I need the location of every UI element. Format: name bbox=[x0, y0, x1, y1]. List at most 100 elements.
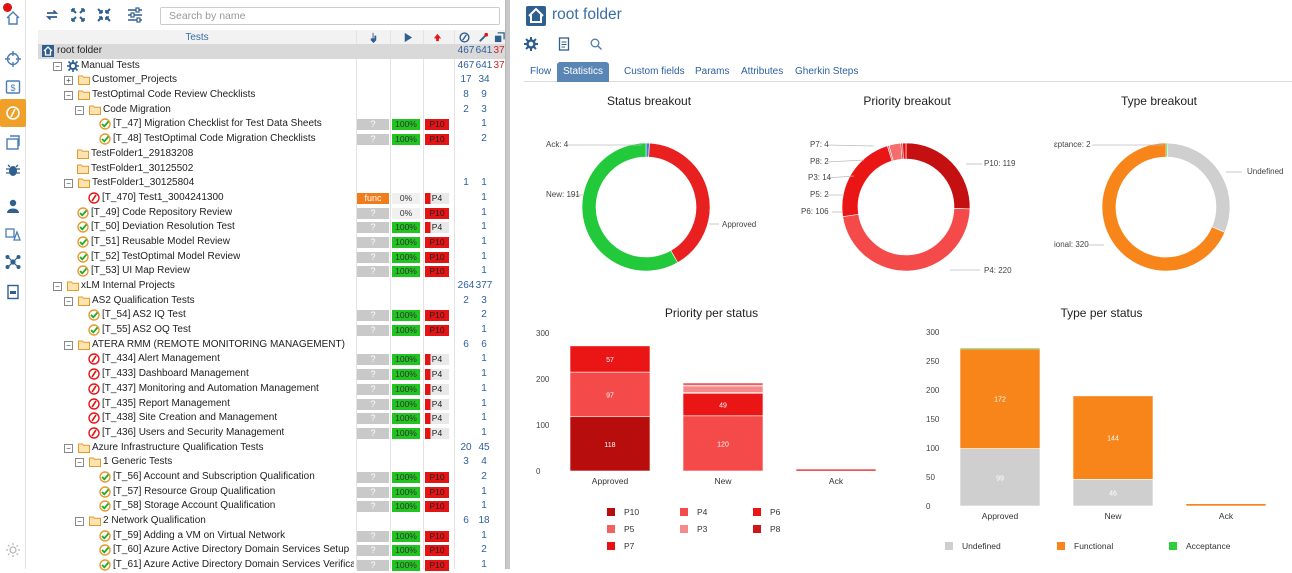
bar-segment-acceptance[interactable] bbox=[1072, 394, 1154, 397]
legend-swatch-p7[interactable] bbox=[607, 542, 615, 550]
tree-row[interactable]: [T_438] Site Creation and Management? 100… bbox=[38, 411, 505, 426]
tree-row[interactable]: [T_49] Code Repository Review? 0% P10 1 bbox=[38, 206, 505, 221]
legend-label[interactable]: Undefined bbox=[962, 541, 1001, 551]
tree-row[interactable]: − Code Migration 2 3 bbox=[38, 103, 505, 118]
steps-count-icon[interactable] bbox=[478, 32, 489, 43]
legend-label[interactable]: P10 bbox=[624, 507, 639, 517]
tests-count-icon[interactable] bbox=[459, 32, 470, 43]
tree-row[interactable]: root folder 467 641 37 bbox=[38, 44, 505, 59]
collapse-toggle[interactable]: − bbox=[64, 443, 73, 453]
tree-row[interactable]: [T_52] TestOptimal Model Review? 100% P10 1 bbox=[38, 250, 505, 265]
document-icon[interactable] bbox=[557, 37, 571, 51]
tree-row[interactable]: [T_437] Monitoring and Automation Manage… bbox=[38, 382, 505, 397]
legend-swatch-p10[interactable] bbox=[607, 508, 615, 516]
tree-row[interactable]: [T_435] Report Management? 100% P4 1 bbox=[38, 397, 505, 412]
tab-gherkin-steps[interactable]: Gherkin Steps bbox=[795, 66, 859, 77]
status-badge[interactable]: ? bbox=[357, 427, 389, 439]
runs-count-icon[interactable] bbox=[494, 32, 505, 43]
legend-swatch-p5[interactable] bbox=[607, 525, 615, 533]
tree-row[interactable]: [T_436] Users and Security Management? 10… bbox=[38, 426, 505, 441]
tree-row[interactable]: [T_56] Account and Subscription Qualific… bbox=[38, 470, 505, 485]
status-badge[interactable]: ? bbox=[357, 486, 389, 498]
legend-swatch-functional[interactable] bbox=[1057, 542, 1065, 550]
collapse-toggle[interactable]: − bbox=[75, 105, 84, 115]
tree-row[interactable]: [T_58] Storage Account Qualification? 100… bbox=[38, 499, 505, 514]
collapse-toggle[interactable]: − bbox=[64, 296, 73, 306]
collapse-toggle[interactable]: − bbox=[53, 282, 62, 291]
tree-row[interactable]: + Customer_Projects 17 34 bbox=[38, 73, 505, 88]
tree-row[interactable]: [T_47] Migration Checklist for Test Data… bbox=[38, 117, 505, 132]
tree-row[interactable]: TestFolder1_30125502 bbox=[38, 162, 505, 177]
pie-slice-undefined[interactable] bbox=[1167, 142, 1231, 233]
search-input[interactable] bbox=[160, 7, 500, 25]
bar-segment-functional[interactable] bbox=[1072, 395, 1154, 480]
status-badge[interactable]: ? bbox=[357, 134, 389, 146]
tree-row[interactable]: [T_434] Alert Management? 100% P4 1 bbox=[38, 352, 505, 367]
tree-row[interactable]: [T_53] UI Map Review? 100% P10 1 bbox=[38, 264, 505, 279]
legend-label[interactable]: P5 bbox=[624, 524, 635, 534]
tree-row[interactable]: [T_60] Azure Active Directory Domain Ser… bbox=[38, 543, 505, 558]
tab-custom-fields[interactable]: Custom fields bbox=[624, 66, 685, 77]
collapse-toggle[interactable]: − bbox=[64, 179, 73, 189]
status-badge[interactable]: ? bbox=[357, 251, 389, 263]
pie-slice-new[interactable] bbox=[648, 142, 711, 264]
tree-row[interactable]: [T_433] Dashboard Management? 100% P4 1 bbox=[38, 367, 505, 382]
pie-slice-p10[interactable] bbox=[905, 142, 971, 210]
tree-row[interactable]: − AS2 Qualification Tests 2 3 bbox=[38, 294, 505, 309]
tree-row[interactable]: [T_59] Adding a VM on Virtual Network? 10… bbox=[38, 529, 505, 544]
tree-row[interactable]: − Manual Tests 467 641 37 bbox=[38, 59, 505, 74]
collapse-toggle[interactable]: − bbox=[75, 458, 84, 468]
tree-row[interactable]: [T_57] Resource Group Qualification? 100%… bbox=[38, 485, 505, 500]
legend-swatch-p3[interactable] bbox=[680, 525, 688, 533]
legend-label[interactable]: P8 bbox=[770, 524, 781, 534]
hand-column-icon[interactable] bbox=[368, 32, 379, 43]
status-badge[interactable]: ? bbox=[357, 530, 389, 542]
pie-slice-p7[interactable] bbox=[902, 142, 907, 160]
collapse-toggle[interactable]: − bbox=[53, 61, 62, 71]
legend-swatch-acceptance[interactable] bbox=[1169, 542, 1177, 550]
status-badge[interactable]: ? bbox=[357, 560, 389, 572]
panel-splitter[interactable] bbox=[505, 0, 510, 569]
tree-row[interactable]: [T_50] Deviation Resolution Test? 100% P4 1 bbox=[38, 220, 505, 235]
pie-slice-p4[interactable] bbox=[842, 208, 971, 272]
status-badge[interactable]: ? bbox=[357, 207, 389, 219]
tab-attributes[interactable]: Attributes bbox=[741, 66, 784, 77]
legend-swatch-p4[interactable] bbox=[680, 508, 688, 516]
tree-row[interactable]: [T_470] Test1_3004241300 func 0% P4 1 bbox=[38, 191, 505, 206]
integrations-icon[interactable] bbox=[3, 252, 23, 272]
status-badge[interactable]: ? bbox=[357, 266, 389, 278]
search-icon[interactable] bbox=[589, 37, 603, 51]
gear-icon[interactable] bbox=[524, 37, 538, 51]
pie-slice-functional[interactable] bbox=[1101, 142, 1226, 272]
tree-row[interactable]: [T_48] TestOptimal Code Migration Checkl… bbox=[38, 132, 505, 147]
status-badge[interactable]: ? bbox=[357, 354, 389, 366]
tab-params[interactable]: Params bbox=[695, 66, 730, 77]
filter-settings-icon[interactable] bbox=[127, 7, 143, 23]
tree-row[interactable]: − 2 Network Qualification 6 18 bbox=[38, 514, 505, 529]
pie-slice-approved[interactable] bbox=[581, 142, 679, 272]
tests-nav-icon[interactable] bbox=[0, 99, 26, 127]
bar-segment-undefined[interactable] bbox=[959, 448, 1041, 507]
tree-row[interactable]: − ATERA RMM (REMOTE MONITORING MANAGEMENT… bbox=[38, 338, 505, 353]
status-badge[interactable]: ? bbox=[357, 398, 389, 410]
status-badge[interactable]: ? bbox=[357, 383, 389, 395]
target-icon[interactable] bbox=[3, 49, 23, 69]
bar-segment-p7[interactable] bbox=[795, 468, 877, 472]
users-icon[interactable] bbox=[3, 196, 23, 216]
bar-segment-p6[interactable] bbox=[569, 345, 651, 373]
bar-segment-p3[interactable] bbox=[682, 385, 764, 393]
tree-row[interactable]: − xLM Internal Projects 264 377 bbox=[38, 279, 505, 294]
bar-segment-p4[interactable] bbox=[569, 371, 651, 418]
bar-segment-acceptance[interactable] bbox=[959, 347, 1041, 350]
tree-row[interactable]: TestFolder1_29183208 bbox=[38, 147, 505, 162]
expand-toggle[interactable]: + bbox=[64, 76, 73, 86]
legend-swatch-p6[interactable] bbox=[753, 508, 761, 516]
collapse-toggle[interactable]: − bbox=[64, 91, 73, 101]
legend-label[interactable]: P7 bbox=[624, 541, 635, 551]
legend-swatch-undefined[interactable] bbox=[945, 542, 953, 550]
status-badge[interactable]: func bbox=[357, 192, 389, 204]
status-badge[interactable]: ? bbox=[357, 310, 389, 322]
tree-row[interactable]: [T_54] AS2 IQ Test? 100% P10 2 bbox=[38, 308, 505, 323]
legend-label[interactable]: P3 bbox=[697, 524, 708, 534]
pie-slice-p6[interactable] bbox=[841, 145, 893, 217]
